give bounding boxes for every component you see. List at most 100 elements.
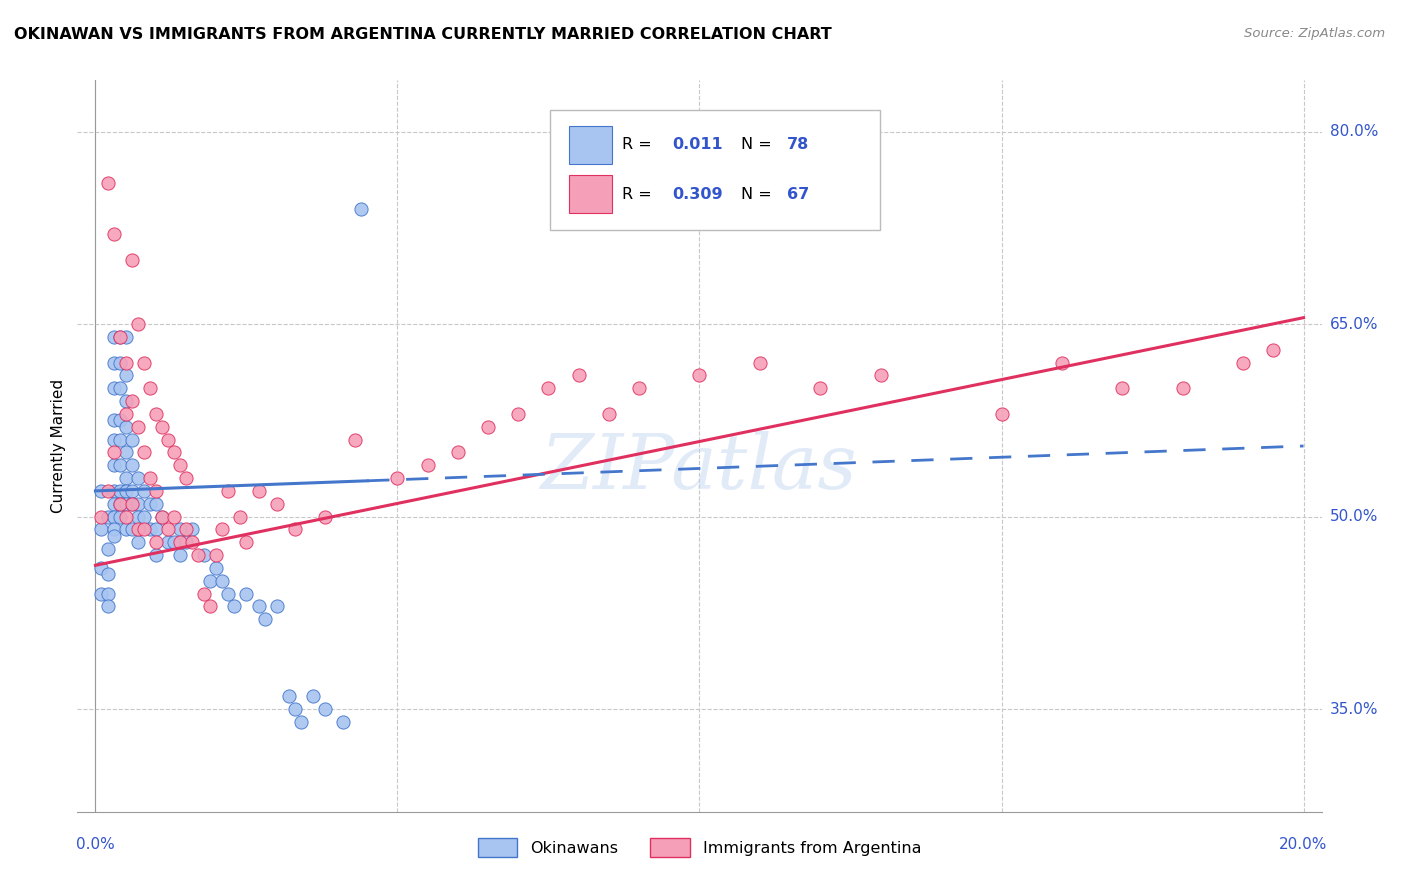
Point <box>121 497 143 511</box>
Point <box>108 509 131 524</box>
Point <box>169 523 191 537</box>
Point <box>1263 343 1285 357</box>
Point <box>114 419 136 434</box>
Point <box>114 497 136 511</box>
Point <box>103 445 125 459</box>
FancyBboxPatch shape <box>569 176 613 213</box>
Point <box>181 535 204 549</box>
Point <box>508 407 530 421</box>
Point <box>96 586 118 600</box>
Text: 0.309: 0.309 <box>672 187 723 202</box>
Point <box>103 509 125 524</box>
Point <box>224 599 246 614</box>
Point <box>537 381 560 395</box>
Point <box>253 612 276 626</box>
Point <box>121 497 143 511</box>
Point <box>990 407 1012 421</box>
Text: 50.0%: 50.0% <box>1330 509 1378 524</box>
Point <box>139 381 162 395</box>
Point <box>127 497 149 511</box>
Point <box>156 535 179 549</box>
Point <box>174 523 197 537</box>
Point <box>108 458 131 473</box>
Text: R =: R = <box>623 187 657 202</box>
Point <box>187 548 209 562</box>
Text: 35.0%: 35.0% <box>1330 702 1378 716</box>
Point <box>156 523 179 537</box>
Point <box>114 394 136 409</box>
Point <box>181 523 204 537</box>
Point <box>200 599 222 614</box>
Point <box>114 483 136 498</box>
Text: 0.0%: 0.0% <box>76 837 115 852</box>
Point <box>163 445 186 459</box>
Point <box>598 407 620 421</box>
Point <box>416 458 439 473</box>
Point <box>127 523 149 537</box>
Point <box>211 523 233 537</box>
Point <box>121 483 143 498</box>
Point <box>163 535 186 549</box>
Text: ZIPatlas: ZIPatlas <box>541 431 858 505</box>
Text: N =: N = <box>741 187 776 202</box>
Point <box>96 567 118 582</box>
Point <box>145 497 167 511</box>
Point <box>96 483 118 498</box>
Point <box>90 523 112 537</box>
Point <box>145 407 167 421</box>
Point <box>169 535 191 549</box>
Text: 65.0%: 65.0% <box>1330 317 1378 332</box>
Point <box>350 202 373 216</box>
Point <box>174 535 197 549</box>
Point <box>114 355 136 369</box>
Point <box>169 458 191 473</box>
Point <box>114 471 136 485</box>
Point <box>90 509 112 524</box>
Point <box>284 523 307 537</box>
Point <box>1050 355 1073 369</box>
Point <box>132 445 155 459</box>
Point <box>477 419 499 434</box>
Point <box>229 509 252 524</box>
Point <box>748 355 770 369</box>
Point <box>90 561 112 575</box>
Point <box>235 535 257 549</box>
Point <box>1171 381 1194 395</box>
Point <box>284 702 307 716</box>
Point <box>169 548 191 562</box>
Point <box>235 586 257 600</box>
Point <box>103 458 125 473</box>
Point <box>145 483 167 498</box>
Point <box>103 355 125 369</box>
Point <box>869 368 891 383</box>
Point <box>163 509 186 524</box>
Point <box>108 381 131 395</box>
Text: Source: ZipAtlas.com: Source: ZipAtlas.com <box>1244 27 1385 40</box>
Point <box>217 586 239 600</box>
Text: 78: 78 <box>786 137 808 153</box>
Point <box>1232 355 1254 369</box>
Point <box>114 368 136 383</box>
Point <box>808 381 831 395</box>
Point <box>96 599 118 614</box>
Point <box>127 509 149 524</box>
Point <box>628 381 651 395</box>
Point <box>302 690 325 704</box>
Point <box>90 483 112 498</box>
Point <box>108 497 131 511</box>
Text: 80.0%: 80.0% <box>1330 124 1378 139</box>
Point <box>139 471 162 485</box>
Text: 20.0%: 20.0% <box>1279 837 1327 852</box>
Text: 67: 67 <box>786 187 808 202</box>
Point <box>145 548 167 562</box>
Point <box>103 330 125 344</box>
Text: 0.011: 0.011 <box>672 137 723 153</box>
Point <box>114 330 136 344</box>
Point <box>108 330 131 344</box>
Point <box>127 419 149 434</box>
Point <box>332 714 354 729</box>
Point <box>150 419 173 434</box>
Point <box>447 445 470 459</box>
Point <box>139 497 162 511</box>
Point <box>387 471 409 485</box>
